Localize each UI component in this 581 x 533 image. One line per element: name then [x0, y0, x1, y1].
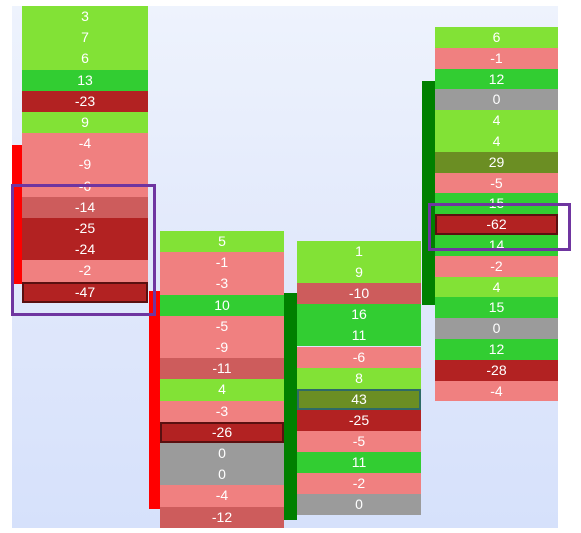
value-cell: -4	[435, 380, 558, 402]
value-cell: -6	[297, 346, 421, 368]
column-3-trend-bar	[284, 293, 297, 520]
value-cell: -2	[297, 473, 421, 495]
column-4: 6 -1 12 0 4 4 29 -5 15 -62 14 -2 4 15 0 12 -28 -4	[435, 27, 558, 402]
value-cell: 7	[22, 27, 148, 49]
value-cell: 0	[160, 464, 284, 486]
value-cell: 4	[435, 276, 558, 298]
value-cell: -47	[22, 281, 148, 303]
value-cell: -2	[435, 255, 558, 277]
column-4-trend-bar	[422, 81, 435, 305]
value-cell: 5	[160, 231, 284, 253]
value-cell: 10	[160, 294, 284, 316]
value-cell: -2	[22, 260, 148, 282]
value-cell: 8	[297, 367, 421, 389]
value-cell: -4	[22, 133, 148, 155]
value-cell: 4	[435, 110, 558, 131]
value-cell: -14	[22, 196, 148, 218]
column-1-trend-bar	[12, 145, 22, 284]
value-cell: 9	[22, 112, 148, 134]
value-cell: 6	[435, 27, 558, 48]
waterfall-chart-canvas: 3 7 6 13 -23 9 -4 -9 -6 -14 -25 -24 -2 -47 5 -1 -3 10 -5-…	[12, 6, 558, 528]
value-cell: 15	[435, 297, 558, 319]
highlight-box-right	[428, 203, 571, 251]
value-cell: -25	[297, 409, 421, 431]
value-cell: 13	[22, 69, 148, 91]
value-cell: 11	[297, 452, 421, 474]
value-cell: -1	[435, 47, 558, 69]
value-cell: -10	[297, 283, 421, 305]
value-cell: -5	[160, 315, 284, 337]
value-cell: 4	[435, 131, 558, 152]
value-cell: 12	[435, 68, 558, 90]
highlight-box-left	[11, 184, 156, 316]
value-cell: -11	[160, 358, 284, 380]
value-cell: -4	[160, 485, 284, 507]
value-cell: -3	[160, 273, 284, 295]
value-cell: 16	[297, 304, 421, 326]
value-cell: -62	[435, 214, 558, 235]
value-cell: -28	[435, 359, 558, 381]
column-2: 5 -1 -3 10 -5 -9 -11 4 -3 -26 0 0 -4 -12	[160, 231, 284, 528]
value-cell: -26	[160, 421, 284, 443]
value-cell: 0	[297, 494, 421, 516]
value-cell: -5	[297, 430, 421, 452]
value-cell: 0	[160, 443, 284, 465]
value-cell: -1	[160, 252, 284, 274]
column-3: 1 9 -10 16 11 -6 8 43 -25 -5 11 -2 0	[297, 241, 421, 516]
value-cell: 1	[297, 241, 421, 263]
value-cell: -9	[160, 337, 284, 359]
value-cell: -23	[22, 90, 148, 112]
value-cell: -25	[22, 218, 148, 240]
value-cell: 0	[435, 318, 558, 339]
value-cell: 29	[435, 151, 558, 173]
value-cell: 9	[297, 262, 421, 284]
value-cell: -24	[22, 239, 148, 261]
value-cell: -12	[160, 506, 284, 528]
value-cell: 3	[22, 6, 148, 28]
value-cell: -9	[22, 154, 148, 176]
value-cell: 0	[435, 89, 558, 111]
value-cell: -5	[435, 172, 558, 194]
value-cell: 11	[297, 325, 421, 347]
value-cell: -3	[160, 400, 284, 422]
value-cell: 12	[435, 339, 558, 360]
column-2-trend-bar	[149, 291, 160, 509]
column-1: 3 7 6 13 -23 9 -4 -9 -6 -14 -25 -24 -2 -47	[22, 6, 148, 303]
value-cell: 6	[22, 48, 148, 70]
value-cell: 43	[297, 388, 421, 410]
value-cell: 4	[160, 379, 284, 401]
